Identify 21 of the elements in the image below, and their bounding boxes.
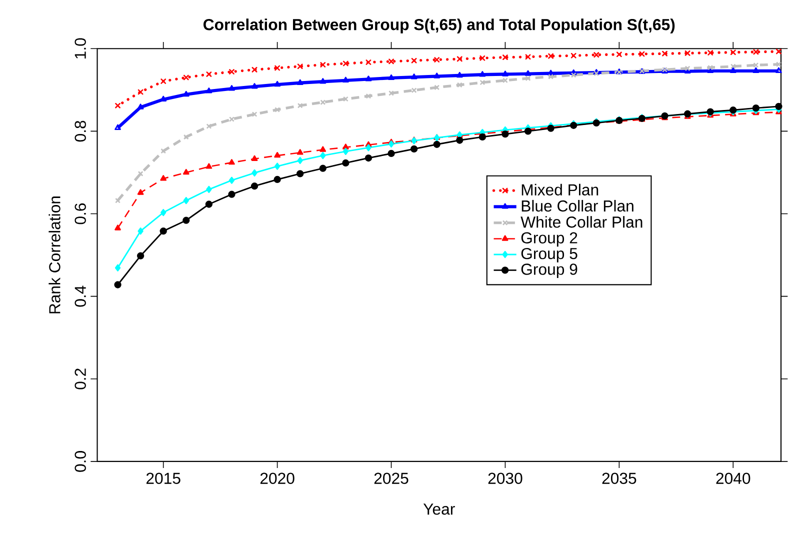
x-tick-label: 2015 (146, 472, 180, 484)
legend-label: Group 2 (521, 232, 578, 247)
x-tick-label: 2020 (260, 472, 294, 484)
legend-label: Blue Collar Plan (522, 200, 634, 212)
y-tick-label: 0.6 (74, 204, 86, 224)
y-tick-label: 1.0 (74, 38, 86, 59)
legend-label: Group 5 (521, 248, 578, 262)
y-tick-label: 0.2 (74, 368, 86, 390)
y-tick-label: 0.4 (74, 286, 86, 307)
x-tick-label: 2025 (374, 472, 408, 484)
legend-label: White Collar Plan (520, 216, 642, 228)
chart-title: Correlation Between Group S(t,65) and Total Population S(t,65) (203, 18, 675, 34)
y-tick-label: 0.8 (74, 120, 86, 142)
x-tick-label: 2040 (716, 472, 750, 484)
legend-label: Mixed Plan (522, 184, 598, 196)
y-axis-title: Rank Correlation (48, 196, 60, 314)
legend-label: Group 9 (521, 264, 578, 278)
x-axis-title: Year (423, 504, 455, 515)
y-tick-label: 0.0 (74, 451, 86, 472)
x-tick-label: 2030 (488, 472, 522, 484)
x-tick-label: 2035 (602, 472, 636, 484)
